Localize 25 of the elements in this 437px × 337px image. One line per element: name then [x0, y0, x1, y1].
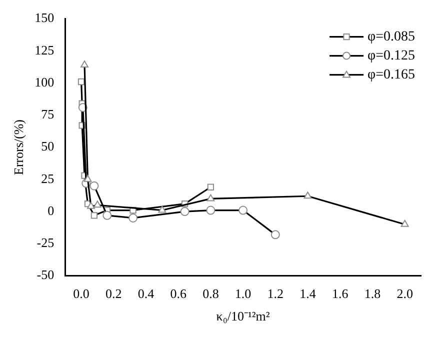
- y-tick-label: 50: [41, 138, 54, 154]
- x-tick-label: 1.4: [300, 286, 316, 302]
- x-tick-label: 0.6: [170, 286, 187, 302]
- x-tick-label: 0.8: [202, 286, 219, 302]
- x-tick-label: 2.0: [396, 286, 413, 302]
- y-tick-label: -25: [36, 235, 54, 250]
- x-tick-label: 1.2: [267, 286, 284, 302]
- x-tick-label: 1.8: [364, 286, 381, 302]
- y-tick-label: -50: [36, 267, 54, 282]
- x-tick-label: 0.2: [106, 286, 122, 302]
- y-tick-label: 100: [34, 74, 54, 90]
- x-tick-label: 1.0: [234, 286, 252, 302]
- x-axis-title: κ₀/10⁻¹²m²: [216, 308, 270, 324]
- legend-label: φ=0.085: [368, 29, 416, 44]
- x-tick-label: 0.4: [138, 286, 155, 302]
- y-axis-title: Errors/(%): [11, 120, 26, 176]
- legend-label: φ=0.165: [368, 67, 416, 82]
- y-tick-label: 125: [34, 42, 54, 58]
- x-tick-label: 0.0: [73, 286, 90, 302]
- y-tick-label: 0: [48, 202, 54, 218]
- y-tick-label: 25: [41, 170, 54, 186]
- legend-label: φ=0.125: [368, 48, 416, 64]
- y-tick-label: 150: [34, 10, 54, 26]
- y-tick-label: 75: [41, 106, 54, 122]
- x-tick-label: 1.6: [332, 286, 349, 302]
